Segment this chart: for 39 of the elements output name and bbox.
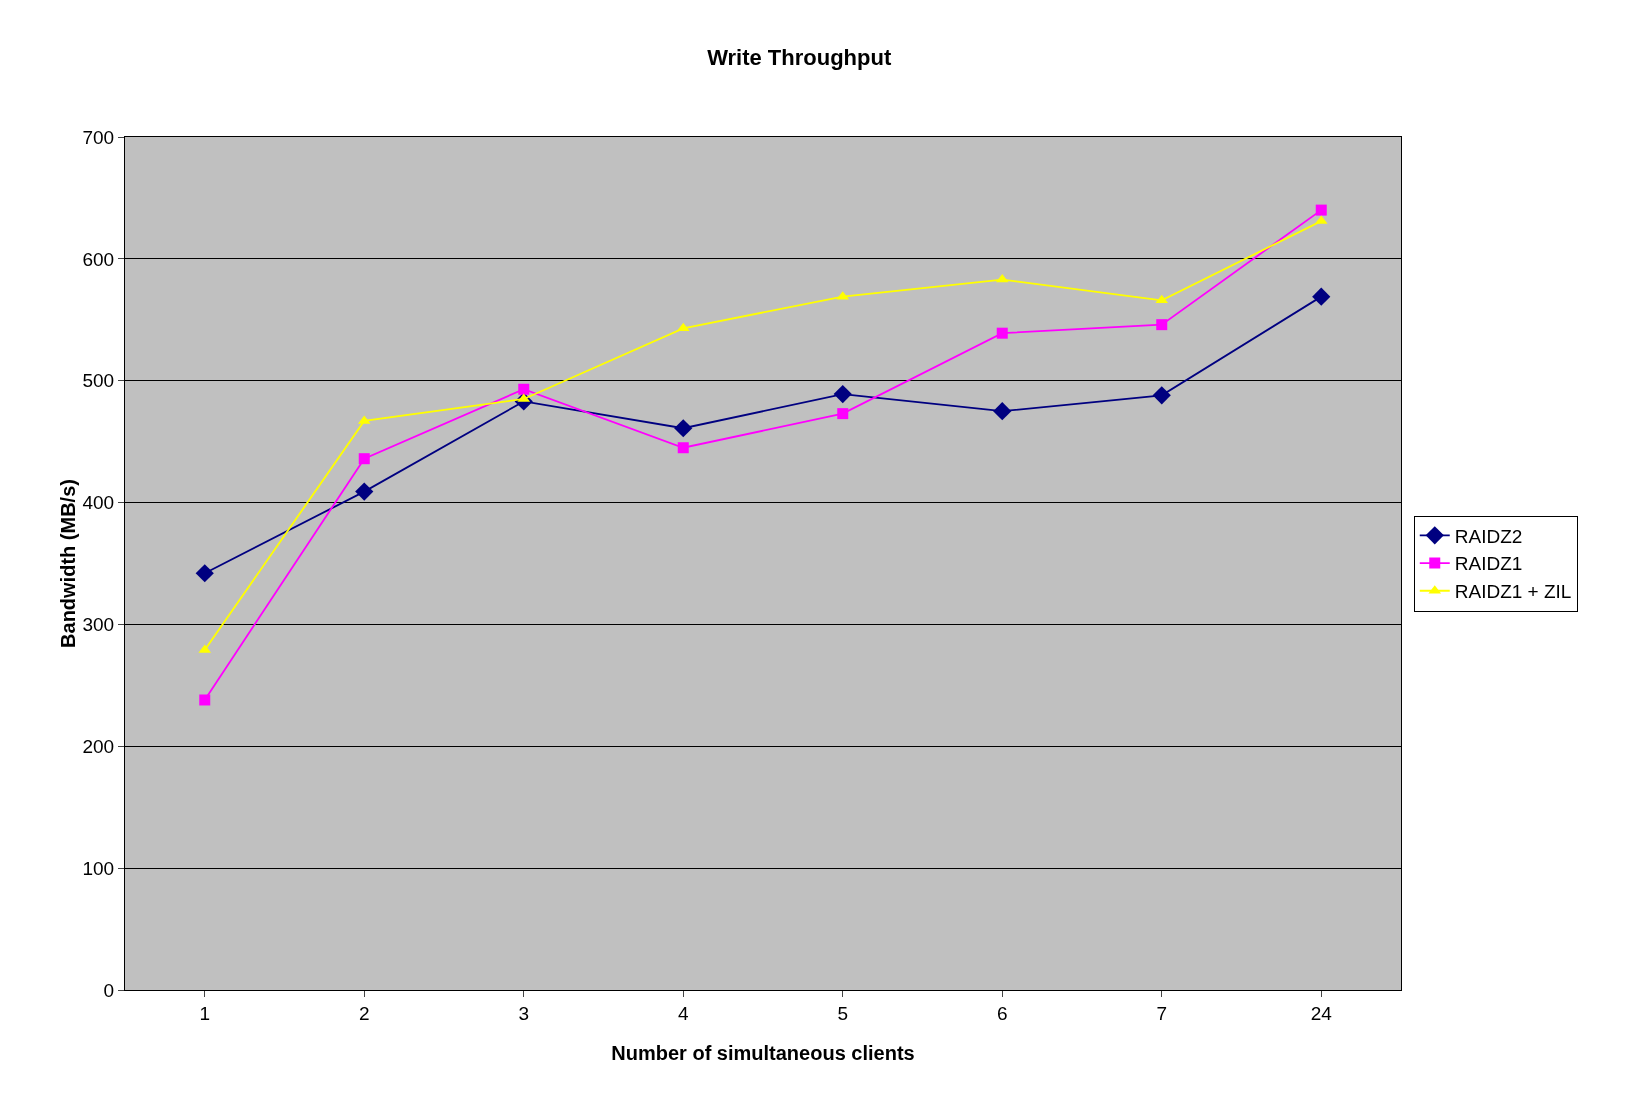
legend-label: RAIDZ1 + ZIL bbox=[1454, 581, 1572, 603]
point bbox=[676, 322, 690, 332]
x-tick-label: 7 bbox=[1156, 1002, 1168, 1024]
x-tick-label: 24 bbox=[1310, 1002, 1333, 1024]
point bbox=[1155, 294, 1169, 304]
point bbox=[674, 419, 693, 438]
legend-label: RAIDZ1 bbox=[1454, 553, 1523, 575]
point bbox=[1152, 386, 1171, 405]
x-tick-label: 3 bbox=[518, 1002, 530, 1024]
y-tick-label: 300 bbox=[82, 614, 115, 636]
y-tick-label: 0 bbox=[103, 979, 115, 1001]
point bbox=[358, 453, 370, 465]
x-tick-label: 5 bbox=[837, 1002, 849, 1024]
point bbox=[199, 694, 211, 706]
y-tick-label: 200 bbox=[82, 735, 115, 757]
y-tick-label: 400 bbox=[82, 492, 115, 514]
x-tick-label: 6 bbox=[996, 1002, 1008, 1024]
point bbox=[837, 408, 849, 420]
point bbox=[1315, 204, 1327, 216]
point bbox=[195, 564, 214, 583]
point bbox=[996, 327, 1008, 339]
y-tick-label: 600 bbox=[82, 248, 115, 270]
point bbox=[833, 385, 852, 404]
point bbox=[677, 442, 689, 454]
point bbox=[1156, 319, 1168, 331]
x-tick-label: 1 bbox=[199, 1002, 211, 1024]
y-axis-title: Bandwidth (MB/s) bbox=[57, 479, 79, 648]
point bbox=[993, 402, 1012, 421]
x-tick-label: 4 bbox=[677, 1002, 689, 1024]
y-tick-label: 100 bbox=[82, 857, 115, 879]
point bbox=[1312, 287, 1331, 306]
y-tick-label: 700 bbox=[82, 126, 115, 148]
x-axis-title: Number of simultaneous clients bbox=[611, 1042, 915, 1064]
point bbox=[518, 383, 530, 395]
x-tick-label: 2 bbox=[358, 1002, 370, 1024]
chart-title: Write Throughput bbox=[707, 44, 892, 70]
y-tick-label: 500 bbox=[82, 370, 115, 392]
legend-label: RAIDZ2 bbox=[1454, 525, 1523, 547]
point bbox=[355, 482, 374, 501]
